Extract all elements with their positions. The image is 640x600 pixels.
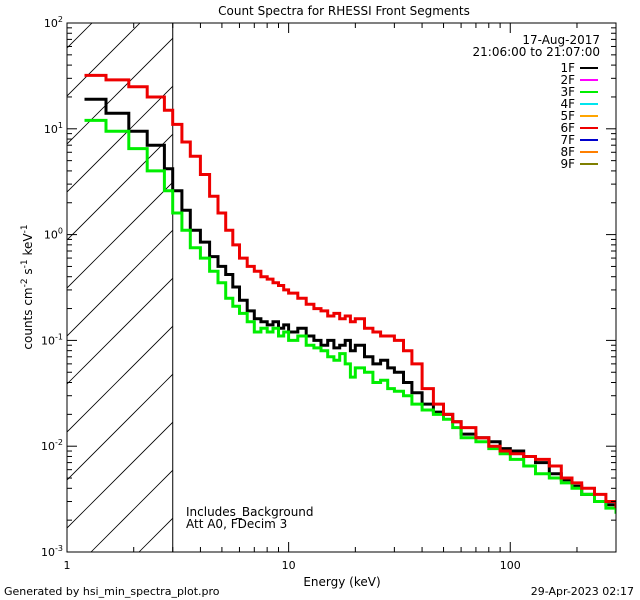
- y-axis-label-exp1: -2: [20, 278, 30, 287]
- hatch-line: [0, 0, 115, 552]
- time-range-label: 21:06:00 to 21:07:00: [473, 45, 600, 59]
- y-axis-label: counts cm-2 s-1 keV-1: [20, 224, 35, 349]
- legend-label: 3F: [560, 85, 575, 99]
- hatch-line: [90, 469, 173, 552]
- date-label: 17-Aug-2017: [522, 33, 600, 47]
- legend-label: 2F: [560, 73, 575, 87]
- y-tick-label: 10-1: [41, 332, 63, 347]
- timestamp-label: 29-Apr-2023 02:17: [530, 585, 634, 598]
- generated-by-label: Generated by hsi_min_spectra_plot.pro: [4, 585, 220, 598]
- hatch-line: [67, 37, 173, 145]
- y-tick-label: 10-2: [41, 438, 63, 453]
- x-tick-label: 10: [282, 559, 296, 572]
- legend-label: 1F: [560, 61, 575, 75]
- hatch-line: [67, 181, 173, 289]
- y-axis-label-exp2: -1: [20, 259, 30, 268]
- legend-label: 5F: [560, 109, 575, 123]
- series-6f: [84, 73, 616, 509]
- x-tick-label: 100: [500, 559, 521, 572]
- y-axis-label-base: counts cm: [21, 287, 35, 349]
- hatch-line: [67, 23, 141, 97]
- legend-label: 7F: [560, 133, 575, 147]
- y-tick-label: 102: [44, 15, 63, 30]
- legend-label: 9F: [560, 157, 575, 171]
- background-annotation: Includes_Background: [186, 505, 314, 519]
- y-axis-label-exp3: -1: [20, 224, 30, 233]
- series-1f: [84, 97, 616, 510]
- hatched-region: [0, 0, 640, 552]
- hatch-line: [67, 325, 173, 433]
- plot-frame: [66, 22, 617, 553]
- y-axis-label-mid2: keV: [21, 233, 35, 260]
- x-axis-label: Energy (keV): [303, 575, 380, 589]
- legend-label: 8F: [560, 145, 575, 159]
- y-axis-label-mid1: s: [21, 268, 35, 278]
- hatch-line: [67, 277, 173, 385]
- hatch-line: [67, 229, 173, 337]
- hatch-line: [67, 421, 173, 529]
- hatch-line: [67, 373, 173, 481]
- hatch-line: [235, 0, 640, 552]
- y-tick-label: 10-3: [41, 544, 63, 559]
- hatch-line: [67, 133, 173, 241]
- x-tick-label: 1: [64, 559, 71, 572]
- y-tick-label: 100: [44, 227, 63, 242]
- chart-title: Count Spectra for RHESSI Front Segments: [218, 4, 470, 18]
- legend-label: 4F: [560, 97, 575, 111]
- series-3f: [84, 118, 616, 514]
- legend-label: 6F: [560, 121, 575, 135]
- attenuator-annotation: Att A0, FDecim 3: [186, 517, 287, 531]
- y-tick-label: 101: [44, 121, 63, 136]
